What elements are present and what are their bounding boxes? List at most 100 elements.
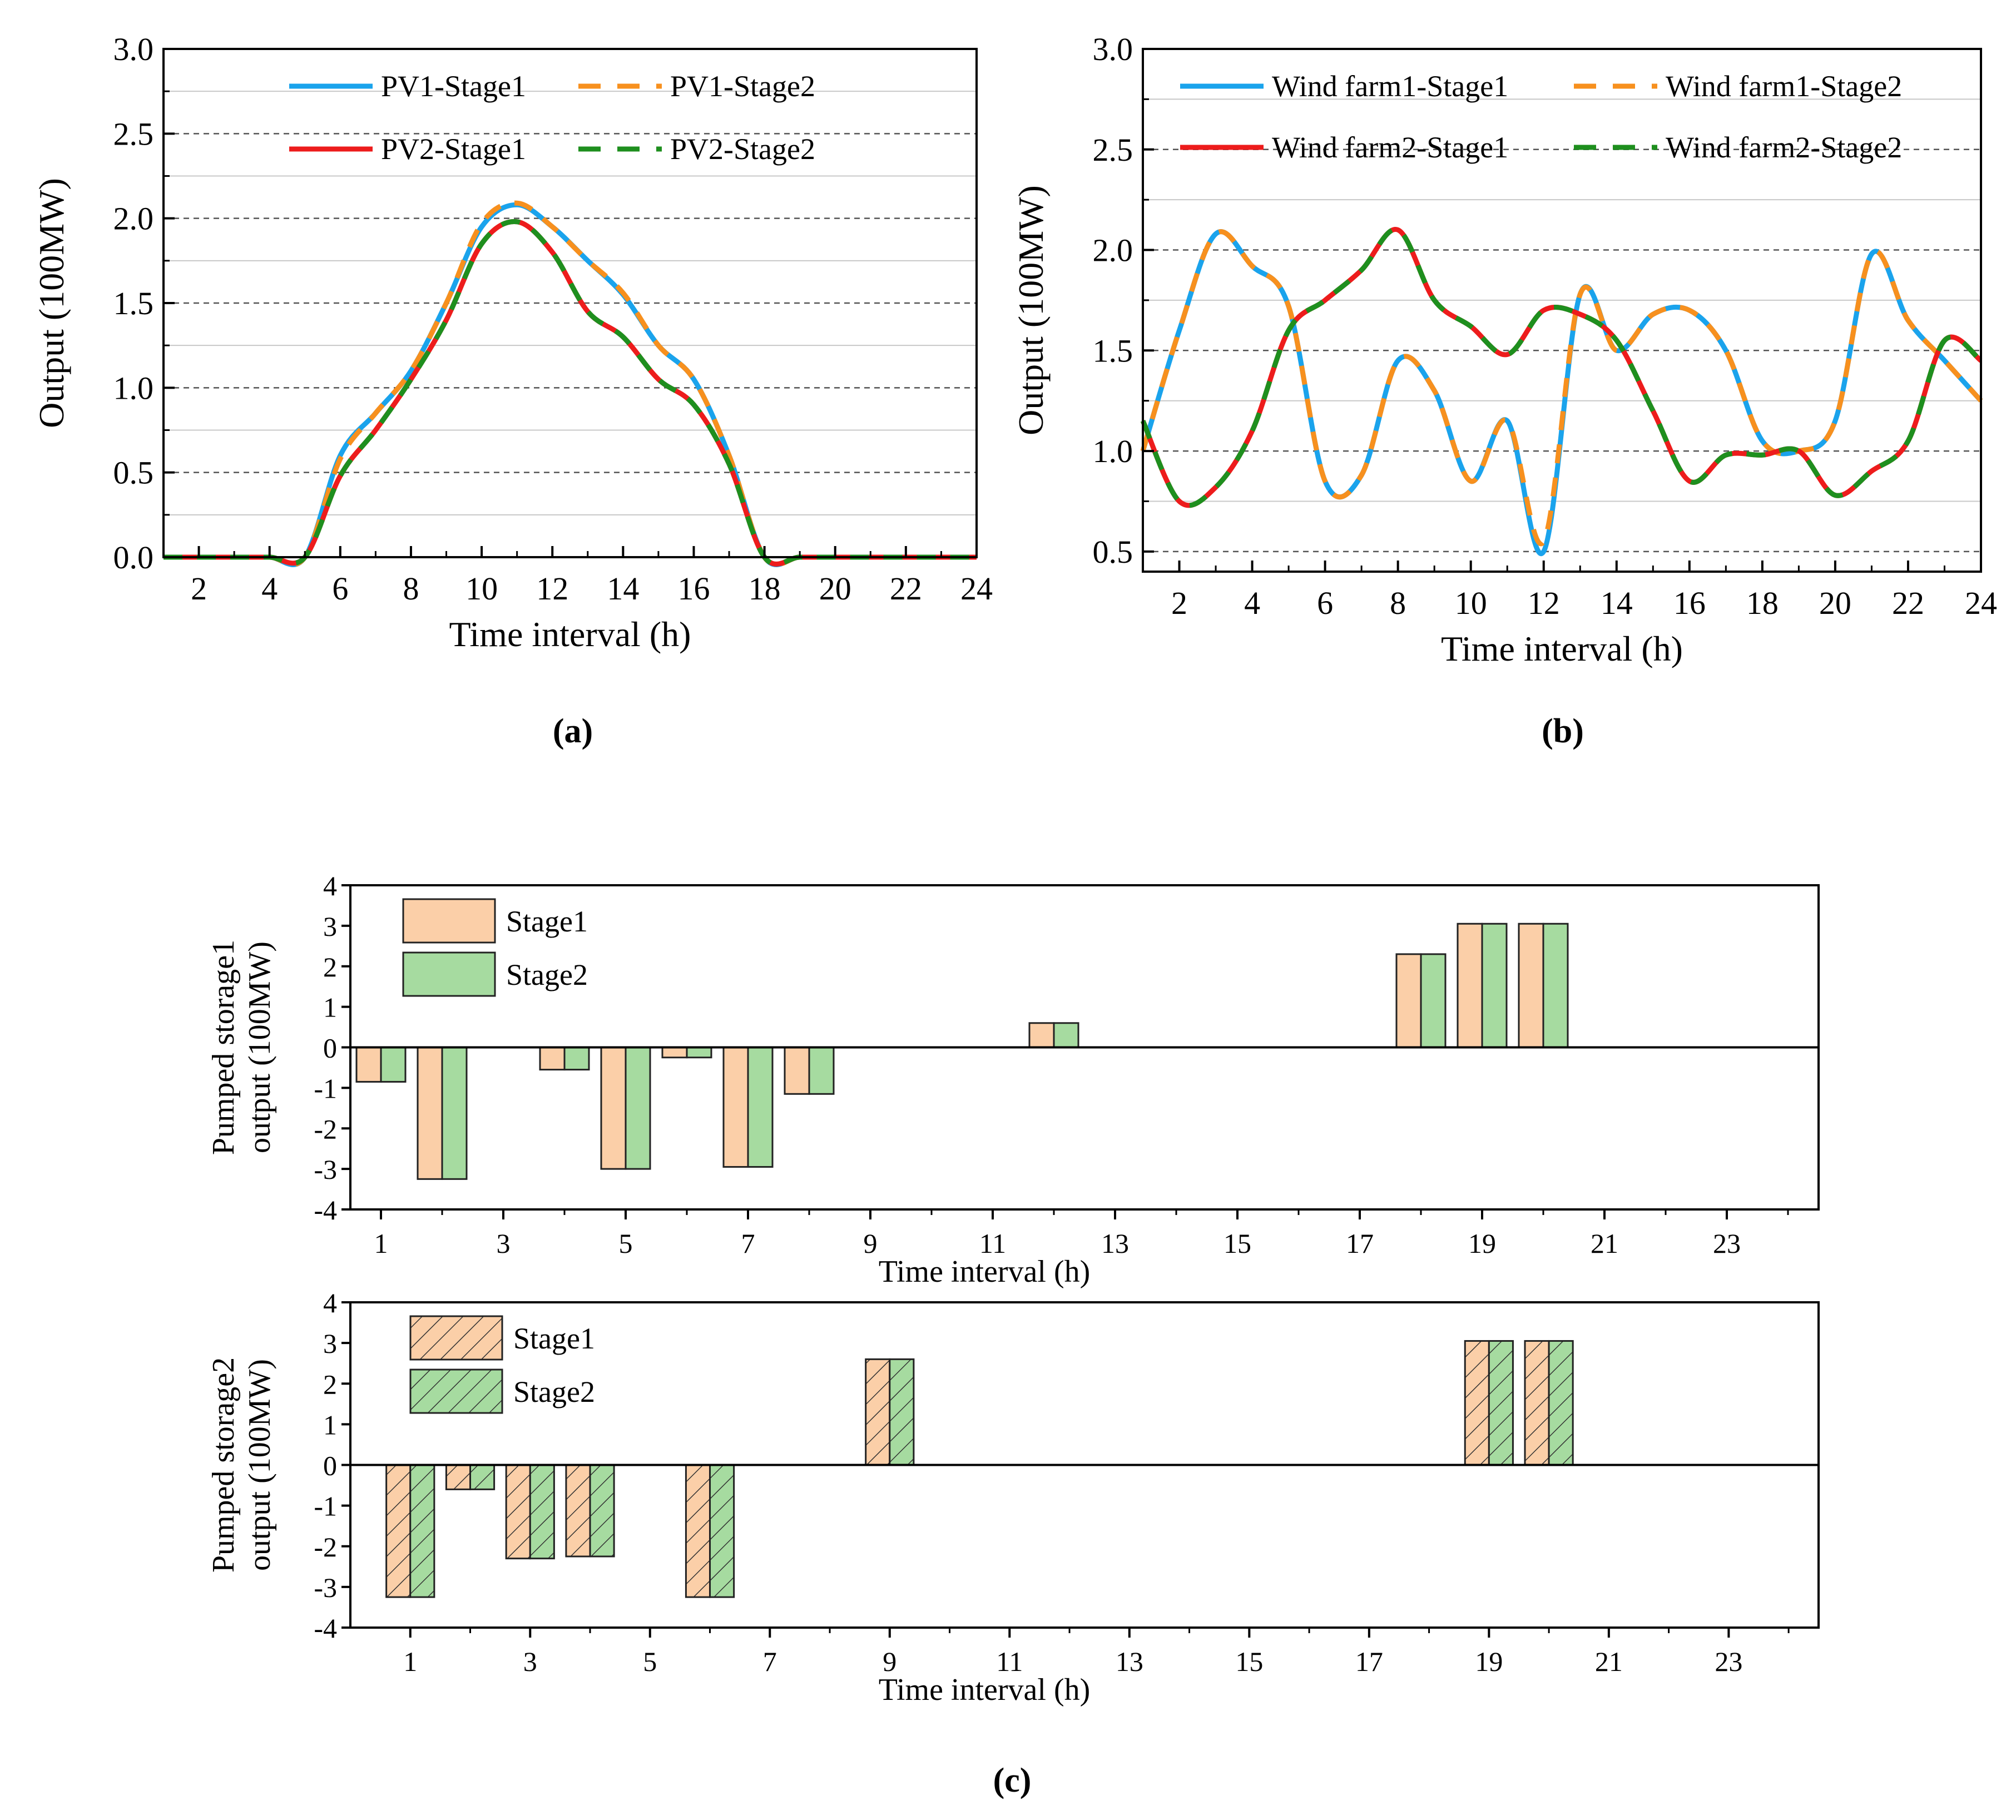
x-tick-label: 15: [1235, 1646, 1263, 1677]
bar-stage1-1: [385, 1464, 412, 1598]
series-line-3: [163, 219, 977, 567]
x-tick-label: 15: [1224, 1228, 1251, 1259]
legend-label-stage2: Stage2: [506, 958, 588, 991]
x-tick-label: 21: [1591, 1228, 1618, 1259]
y-tick-label: 0.0: [113, 539, 154, 576]
x-tick-label: 19: [1468, 1228, 1496, 1259]
bar-stage1-20: [1518, 923, 1544, 1048]
y-tick-label: 2.5: [113, 116, 154, 152]
x-tick-label: 14: [607, 571, 639, 607]
x-tick-label: 7: [741, 1228, 755, 1259]
bar-stage2-18: [1420, 953, 1447, 1048]
y-tick-label: -4: [314, 1194, 337, 1226]
x-tick-label: 21: [1595, 1646, 1623, 1677]
x-tick-label: 5: [643, 1646, 657, 1677]
bar-stage2-6: [709, 1464, 735, 1598]
legend-label-1: PV1-Stage1: [381, 70, 526, 103]
y-tick-label: 3: [323, 1328, 337, 1359]
panel-label: (a): [553, 712, 593, 750]
x-tick-label: 16: [1673, 585, 1706, 621]
bar-stage2-20: [1548, 1340, 1574, 1466]
x-tick-label: 5: [619, 1228, 633, 1259]
x-tick-label: 16: [677, 571, 710, 607]
x-tick-label: 2: [191, 571, 207, 607]
legend-label-stage1: Stage1: [506, 905, 588, 938]
y-tick-label: 2: [323, 951, 337, 983]
y-tick-label: 1.5: [1093, 333, 1133, 369]
bar-stage2-8: [808, 1047, 835, 1095]
y-axis-label-line2: output (100MW): [242, 941, 277, 1153]
bar-stage1-6: [685, 1464, 711, 1598]
bar-stage1-3: [505, 1464, 531, 1560]
y-tick-label: 3.0: [113, 31, 154, 67]
legend-swatch-stage1: [402, 898, 496, 944]
x-tick-label: 10: [1455, 585, 1487, 621]
legend-swatch-stage2: [402, 951, 496, 997]
bar-stage1-2: [417, 1047, 443, 1180]
bar-stage2-3: [529, 1464, 555, 1560]
bar-stage1-19: [1457, 923, 1483, 1048]
y-tick-label: -3: [314, 1572, 337, 1603]
x-tick-label: 17: [1346, 1228, 1374, 1259]
y-tick-label: 1.0: [1093, 433, 1133, 469]
legend-label-4: PV2-Stage2: [670, 132, 815, 166]
y-tick-label: 4: [323, 1287, 337, 1318]
bar-stage2-4: [563, 1047, 590, 1071]
x-axis-label: Time interval (h): [879, 1673, 1091, 1707]
bar-stage1-2: [445, 1464, 472, 1490]
legend-label-stage1: Stage1: [513, 1322, 595, 1355]
bar-stage1-4: [539, 1047, 566, 1071]
legend-label-3: Wind farm2-Stage1: [1272, 131, 1508, 164]
bar-stage2-6: [686, 1047, 712, 1059]
x-tick-label: 11: [979, 1228, 1006, 1259]
x-tick-label: 19: [1475, 1646, 1503, 1677]
x-tick-label: 12: [1528, 585, 1560, 621]
x-axis-label: Time interval (h): [449, 614, 691, 654]
panel-label: (b): [1542, 712, 1584, 750]
x-tick-label: 3: [497, 1228, 511, 1259]
bar-stage1-1: [355, 1047, 382, 1083]
x-tick-label: 8: [403, 571, 419, 607]
y-tick-label: 0: [323, 1450, 337, 1481]
y-tick-label: 3: [323, 911, 337, 942]
series-line-4: [163, 219, 977, 567]
series-line-4: [1140, 227, 1983, 508]
y-axis-label: Output (100MW): [1011, 185, 1051, 435]
y-tick-label: 1: [323, 992, 337, 1023]
x-tick-label: 8: [1390, 585, 1406, 621]
x-tick-label: 14: [1601, 585, 1633, 621]
panel-label: (c): [993, 1762, 1032, 1799]
legend-label-stage2: Stage2: [513, 1375, 595, 1409]
x-tick-label: 3: [523, 1646, 537, 1677]
plot-frame: [1142, 48, 1982, 573]
series-line-1: [163, 202, 977, 567]
x-tick-label: 13: [1116, 1646, 1143, 1677]
bar-stage2-7: [747, 1047, 774, 1168]
chart-pv-output: 0.00.51.01.52.02.53.02 4 6 8 10 12 14 16 18 20 22 2…: [32, 31, 993, 750]
legend-label-3: PV2-Stage1: [381, 132, 526, 166]
y-tick-label: 0.5: [113, 455, 154, 491]
y-tick-label: 2.5: [1093, 132, 1133, 168]
y-tick-label: 3.0: [1093, 31, 1133, 67]
bar-stage2-20: [1542, 923, 1569, 1048]
y-tick-label: 2.0: [113, 201, 154, 237]
legend-swatch-stage1: [409, 1315, 503, 1361]
x-tick-label: 4: [261, 571, 278, 607]
y-tick-label: 1: [323, 1409, 337, 1440]
series-line-2: [163, 200, 977, 567]
x-tick-label: 13: [1101, 1228, 1129, 1259]
bar-stage2-1: [380, 1047, 407, 1083]
bar-stage2-5: [625, 1047, 651, 1170]
bar-stage1-19: [1464, 1340, 1490, 1466]
bar-stage1-8: [784, 1047, 810, 1095]
x-tick-label: 17: [1355, 1646, 1383, 1677]
bar-stage2-4: [589, 1464, 615, 1558]
y-axis-label: Output (100MW): [32, 178, 71, 428]
bar-stage2-12: [1053, 1022, 1079, 1049]
bar-stage1-4: [565, 1464, 591, 1558]
x-tick-label: 23: [1713, 1228, 1741, 1259]
x-tick-label: 10: [465, 571, 498, 607]
y-tick-label: -1: [314, 1491, 337, 1522]
bar-stage2-9: [889, 1358, 915, 1466]
